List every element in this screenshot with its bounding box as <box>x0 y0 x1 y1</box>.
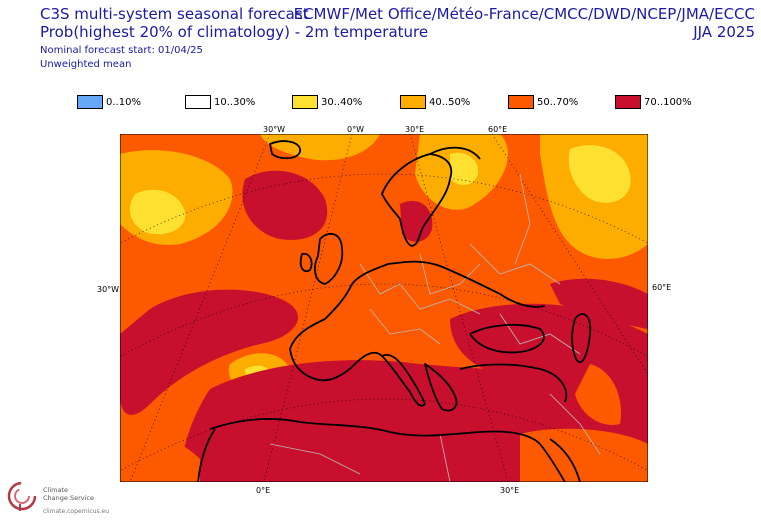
legend-item: 50..70% <box>508 95 578 109</box>
map-title: C3S multi-system seasonal forecast <box>40 5 309 23</box>
legend-swatch <box>400 95 426 109</box>
legend-swatch <box>77 95 103 109</box>
title-right-block: ECMWF/Met Office/Météo-France/CMCC/DWD/N… <box>294 5 755 41</box>
legend-swatch <box>292 95 318 109</box>
legend-label: 30..40% <box>321 96 363 108</box>
axis-label-right: 60°E <box>652 283 672 292</box>
legend-swatch <box>508 95 534 109</box>
axis-label-top: 0°W <box>347 125 364 134</box>
axis-label-bottom: 30°E <box>500 486 520 495</box>
axis-label-left: 30°W <box>97 285 120 294</box>
model-centres: ECMWF/Met Office/Météo-France/CMCC/DWD/N… <box>293 5 755 23</box>
legend-item: 70..100% <box>615 95 692 109</box>
legend-item: 30..40% <box>292 95 362 109</box>
logo-name: Climate Change Service <box>43 486 94 502</box>
legend-label: 70..100% <box>644 96 692 108</box>
map-subtitle: Prob(highest 20% of climatology) - 2m te… <box>40 23 429 41</box>
axis-label-top: 30°W <box>263 125 286 134</box>
legend-item: 0..10% <box>77 95 141 109</box>
legend-label: 40..50% <box>429 96 471 108</box>
copernicus-logo[interactable]: Climate Change Service climate.copernicu… <box>6 478 146 518</box>
logo-url[interactable]: climate.copernicus.eu <box>43 508 110 515</box>
legend-item: 40..50% <box>400 95 470 109</box>
forecast-start: Nominal forecast start: 01/04/25 <box>40 45 203 56</box>
legend-label: 0..10% <box>106 96 141 108</box>
title-left-block: C3S multi-system seasonal forecast Prob(… <box>40 5 428 72</box>
legend-swatch <box>185 95 211 109</box>
legend-swatch <box>615 95 641 109</box>
probability-map <box>120 134 648 482</box>
climate-change-service-icon <box>7 481 37 511</box>
legend-item: 10..30% <box>185 95 255 109</box>
legend: 0..10% 10..30% 30..40% 40..50% 50..70% 7… <box>0 95 761 113</box>
axis-label-top: 60°E <box>488 125 508 134</box>
forecast-season: JJA 2025 <box>693 23 755 41</box>
axis-label-top: 30°E <box>405 125 425 134</box>
weighting-note: Unweighted mean <box>40 59 132 70</box>
legend-label: 10..30% <box>214 96 256 108</box>
axis-label-bottom: 0°E <box>256 486 271 495</box>
legend-label: 50..70% <box>537 96 579 108</box>
